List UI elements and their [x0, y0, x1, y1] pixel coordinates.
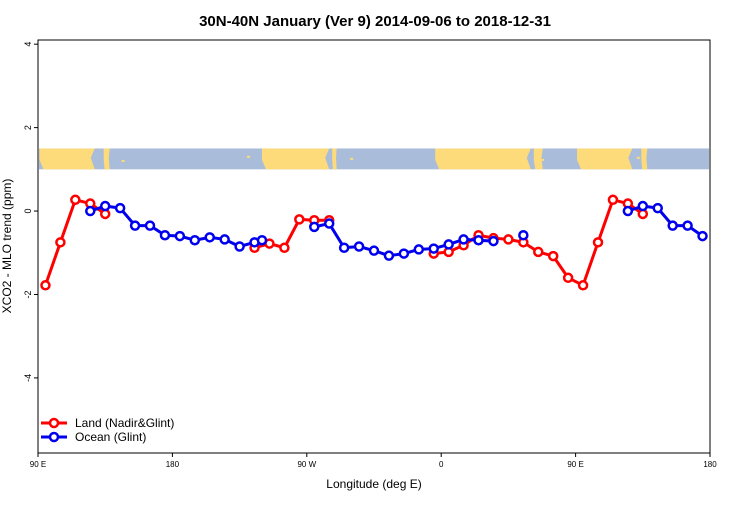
- chart-title: 30N-40N January (Ver 9) 2014-09-06 to 20…: [199, 13, 551, 30]
- x-tick-label: 180: [166, 460, 180, 469]
- plot-frame: [37, 39, 711, 454]
- data-point: [398, 248, 410, 259]
- data-point: [219, 234, 230, 245]
- data-point: [114, 202, 126, 214]
- data-point: [562, 272, 574, 284]
- y-tick-label: -4: [23, 374, 33, 382]
- data-point: [309, 221, 320, 233]
- island-speck: [121, 159, 125, 162]
- legend-ocean-label: Ocean (Glint): [75, 430, 146, 444]
- y-axis: 4 2 0 -2 -4: [23, 42, 38, 382]
- data-point: [518, 229, 529, 241]
- data-point: [413, 244, 425, 255]
- x-axis-label: Longitude (deg E): [326, 477, 421, 491]
- x-tick-label: 90 W: [297, 460, 316, 469]
- x-tick-label: 90 E: [30, 460, 46, 469]
- data-point: [622, 205, 634, 217]
- data-point: [368, 245, 380, 256]
- x-axis: 90 E 180 90 W 0 90 E 180: [30, 453, 717, 469]
- y-tick-label: -2: [23, 290, 33, 298]
- data-point: [204, 232, 215, 243]
- land-mass: [39, 148, 95, 170]
- island-speck: [541, 158, 545, 161]
- land-mass: [103, 148, 110, 170]
- data-point: [159, 229, 171, 241]
- data-point: [652, 202, 663, 214]
- data-point: [682, 220, 693, 231]
- data-point: [85, 205, 96, 217]
- data-point: [488, 235, 499, 247]
- data-point: [428, 243, 439, 254]
- world-map-band: [39, 148, 709, 170]
- land-mass: [332, 148, 337, 170]
- island-speck: [636, 156, 640, 159]
- data-point: [256, 234, 268, 246]
- data-point: [503, 234, 514, 245]
- island-speck: [502, 160, 506, 163]
- data-point: [443, 239, 454, 250]
- land-mass: [641, 148, 648, 170]
- data-point: [144, 220, 156, 231]
- land-mass: [533, 148, 543, 170]
- y-tick-label: 2: [23, 125, 33, 130]
- island-speck: [350, 157, 354, 160]
- data-point: [637, 200, 649, 212]
- legend-land-label: Land (Nadir&Glint): [75, 416, 174, 430]
- data-point: [234, 241, 245, 252]
- data-point: [458, 234, 469, 245]
- data-point: [577, 280, 589, 291]
- legend: Land (Nadir&Glint) Ocean (Glint): [41, 416, 174, 444]
- data-point: [473, 234, 484, 246]
- data-point: [70, 194, 81, 206]
- series-ocean: [85, 200, 708, 261]
- y-tick-label: 0: [23, 209, 33, 214]
- x-tick-label: 0: [439, 460, 444, 469]
- land-mass: [262, 148, 330, 170]
- y-axis-label: XCO2 - MLO trend (ppm): [0, 179, 14, 314]
- data-point: [40, 280, 51, 291]
- data-point: [533, 246, 544, 258]
- series-layer: [40, 194, 708, 291]
- legend-ocean-marker: [48, 431, 60, 443]
- data-point: [338, 242, 350, 254]
- data-point: [667, 220, 678, 231]
- data-point: [279, 242, 290, 254]
- data-point: [697, 230, 708, 242]
- legend-land-marker: [48, 417, 60, 429]
- x-tick-label: 180: [703, 460, 717, 469]
- data-point: [129, 220, 141, 231]
- data-point: [174, 230, 186, 242]
- data-point: [592, 237, 604, 248]
- data-point: [547, 250, 559, 262]
- y-tick-label: 4: [23, 42, 33, 47]
- data-point: [607, 194, 619, 206]
- land-mass: [435, 148, 531, 170]
- data-point: [99, 200, 111, 212]
- island-speck: [247, 155, 251, 158]
- land-mass: [577, 148, 633, 170]
- x-tick-label: 90 E: [567, 460, 583, 469]
- data-point: [55, 237, 66, 248]
- data-point: [323, 218, 335, 229]
- data-point: [383, 250, 395, 261]
- data-point: [353, 241, 365, 252]
- data-point: [294, 214, 305, 225]
- data-point: [189, 234, 201, 246]
